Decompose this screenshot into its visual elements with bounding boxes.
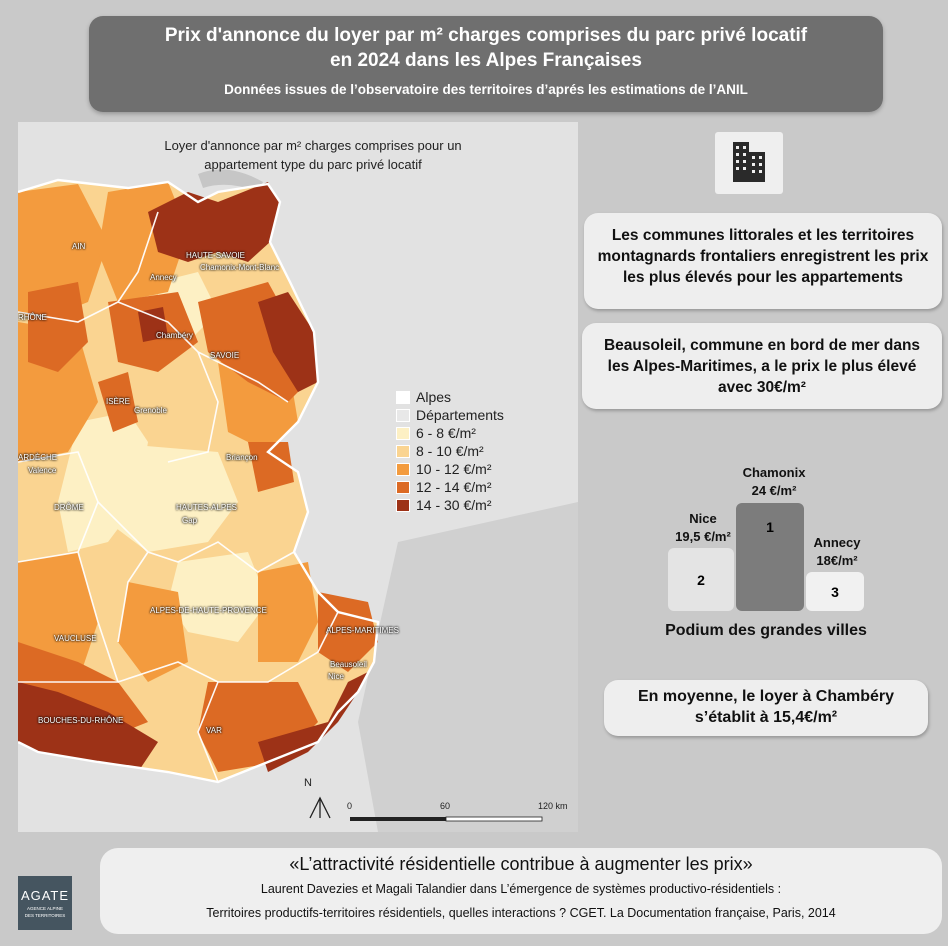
map-canvas <box>18 122 578 832</box>
choropleth-map[interactable]: Loyer d'annonce par m² charges comprises… <box>18 122 578 832</box>
label-haute-savoie: HAUTE-SAVOIE <box>186 251 245 260</box>
quote-text: «L’attractivité résidentielle contribue … <box>289 854 753 874</box>
label-bouches-du-rhone: BOUCHES-DU-RHÔNE <box>38 716 124 725</box>
legend-class-3: 10 - 12 €/m² <box>396 460 504 478</box>
legend-departements: Départements <box>396 406 504 424</box>
legend-swatch <box>396 462 410 476</box>
card-chambery: En moyenne, le loyer à Chambéry s’établi… <box>604 680 928 736</box>
podium-second-label: Nice 19,5 €/m² <box>675 511 731 544</box>
card-littoral: Les communes littorales et les territoir… <box>584 213 942 309</box>
label-chamonix: Chamonix-Mont-Blanc <box>200 263 280 272</box>
quote-source-line1: Laurent Davezies et Magali Talandier dan… <box>260 882 782 896</box>
label-alpes-maritimes: ALPES-MARITIMES <box>326 626 399 635</box>
podium-caption: Podium des grandes villes <box>665 622 867 639</box>
label-hautes-alpes: HAUTES-ALPES <box>176 503 237 512</box>
podium-first-label: Chamonix 24 €/m² <box>742 465 806 498</box>
label-drome: DRÔME <box>54 503 84 512</box>
label-gap: Gap <box>182 516 198 525</box>
page-title-line1: Prix d'annonce du loyer par m² charges c… <box>164 25 808 46</box>
label-ardeche: ARDÈCHE <box>18 453 58 462</box>
label-beausoleil: Beausoleil <box>330 660 367 669</box>
label-valence: Valence <box>28 466 57 475</box>
label-briancon: Briançon <box>226 453 258 462</box>
label-grenoble: Grenoble <box>134 406 167 415</box>
legend-swatch <box>396 480 410 494</box>
podium-second-block: 2 <box>668 548 734 611</box>
label-alpes-de-haute-provence: ALPES-DE-HAUTE-PROVENCE <box>150 606 267 615</box>
agate-logo: AGATE AGENCE ALPINE DES TERRITOIRES <box>18 876 72 930</box>
label-isere: ISÈRE <box>106 397 131 406</box>
legend-swatch <box>396 498 410 512</box>
north-label: N <box>304 777 312 789</box>
quote-box: «L’attractivité résidentielle contribue … <box>100 848 942 934</box>
page-title-line2: en 2024 dans les Alpes Françaises <box>330 50 642 71</box>
legend-swatch <box>396 444 410 458</box>
podium-first-block: 1 <box>736 503 804 611</box>
label-rhone: RHÔNE <box>18 313 47 322</box>
legend-class-2: 8 - 10 €/m² <box>396 442 504 460</box>
scale-bar <box>350 816 543 822</box>
label-savoie: SAVOIE <box>210 351 240 360</box>
label-annecy: Annecy <box>150 273 177 282</box>
legend-class-4: 12 - 14 €/m² <box>396 478 504 496</box>
scale-label-0: 0 <box>347 801 353 811</box>
label-chambery: Chambéry <box>156 331 193 340</box>
scale-label-60: 60 <box>440 801 451 811</box>
label-var: VAR <box>206 726 222 735</box>
north-arrow-icon <box>309 796 331 819</box>
legend-swatch <box>396 426 410 440</box>
map-legend: Alpes Départements 6 - 8 €/m² 8 - 10 €/m… <box>396 388 504 514</box>
quote-source-line2: Territoires productifs-territoires résid… <box>206 906 836 920</box>
legend-alpes: Alpes <box>396 388 504 406</box>
page-subtitle: Données issues de l’observatoire des ter… <box>224 82 748 97</box>
card-beausoleil: Beausoleil, commune en bord de mer dans … <box>582 323 942 409</box>
podium-third-block: 3 <box>806 572 864 611</box>
label-ain: AIN <box>72 242 86 251</box>
label-nice: Nice <box>328 672 345 681</box>
podium-third-label: Annecy 18€/m² <box>813 535 861 568</box>
map-title: Loyer d'annonce par m² charges comprises… <box>164 138 462 172</box>
legend-class-5: 14 - 30 €/m² <box>396 496 504 514</box>
scale-label-120: 120 km <box>538 801 568 811</box>
label-vaucluse: VAUCLUSE <box>54 634 97 643</box>
legend-class-1: 6 - 8 €/m² <box>396 424 504 442</box>
building-icon <box>715 132 783 194</box>
header-banner: Prix d'annonce du loyer par m² charges c… <box>89 16 883 112</box>
